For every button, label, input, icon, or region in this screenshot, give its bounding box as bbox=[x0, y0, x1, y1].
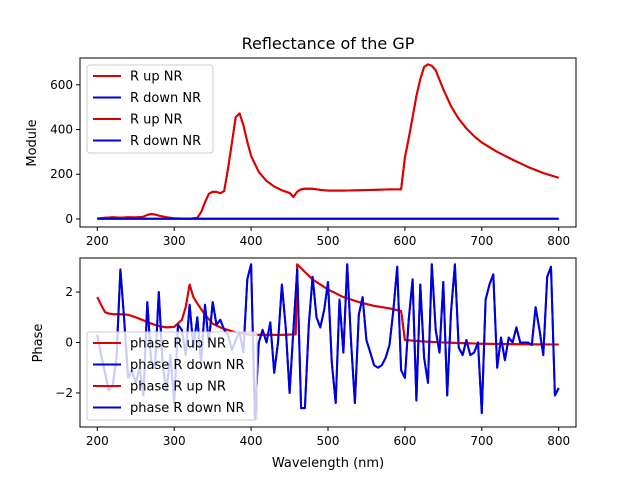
x-tick-label: 600 bbox=[393, 234, 416, 248]
x-tick-label: 700 bbox=[470, 234, 493, 248]
legend-label: phase R down NR bbox=[130, 401, 245, 416]
x-tick-label: 200 bbox=[86, 234, 109, 248]
legend-label: R up NR bbox=[130, 113, 183, 128]
series-group-0 bbox=[97, 63, 559, 220]
y-tick-label: 600 bbox=[50, 78, 73, 92]
x-tick-label: 300 bbox=[163, 234, 186, 248]
legend-1: phase R up NR phase R down NR phase R up N… bbox=[86, 331, 258, 421]
y-tick-label: 0 bbox=[65, 212, 73, 226]
y-axis-label-phase: Phase bbox=[31, 324, 46, 363]
legend-box bbox=[86, 331, 258, 421]
legend-0: R up NR R down NR R up NR R down NR bbox=[86, 64, 214, 154]
legend-label: phase R up NR bbox=[130, 337, 226, 352]
x-tick-label: 800 bbox=[547, 434, 570, 448]
x-axis-label-wavelength: Wavelength (nm) bbox=[272, 456, 384, 471]
legend-label: R up NR bbox=[130, 70, 183, 85]
y-tick-label: −2 bbox=[55, 386, 73, 400]
x-tick-label: 500 bbox=[317, 434, 340, 448]
y-tick-label: 400 bbox=[50, 123, 73, 137]
series-line-0-2 bbox=[97, 63, 559, 220]
x-tick-label: 700 bbox=[470, 434, 493, 448]
legend-label: R down NR bbox=[130, 134, 201, 149]
y-tick-label: 2 bbox=[65, 285, 73, 299]
x-tick-label: 200 bbox=[86, 434, 109, 448]
y-tick-label: 200 bbox=[50, 167, 73, 181]
legend-label: R down NR bbox=[130, 91, 201, 106]
legend-label: phase R up NR bbox=[130, 380, 226, 395]
x-tick-label: 400 bbox=[240, 434, 263, 448]
x-tick-label: 300 bbox=[163, 434, 186, 448]
x-tick-label: 400 bbox=[240, 234, 263, 248]
x-tick-label: 500 bbox=[317, 234, 340, 248]
chart-title: Reflectance of the GP bbox=[242, 34, 415, 53]
y-axis-label-module: Module bbox=[25, 119, 40, 166]
legend-box bbox=[86, 64, 214, 154]
x-tick-label: 800 bbox=[547, 234, 570, 248]
legend-label: phase R down NR bbox=[130, 358, 245, 373]
y-tick-label: 0 bbox=[65, 336, 73, 350]
x-tick-label: 600 bbox=[393, 434, 416, 448]
